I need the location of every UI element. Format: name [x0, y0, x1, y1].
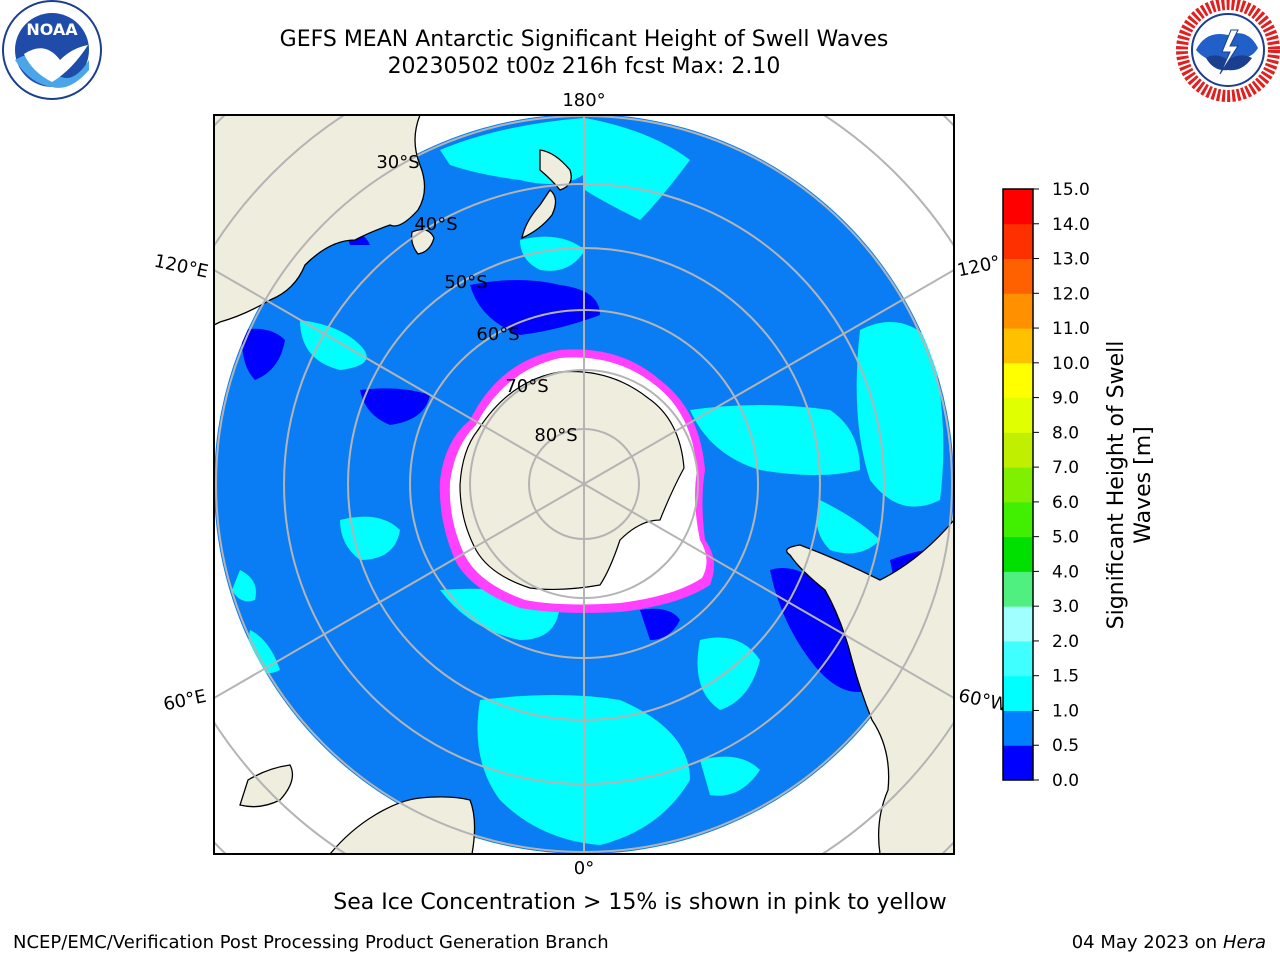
lat-label-60: 60°S — [476, 324, 519, 345]
colorbar-tick-label: 6.0 — [1052, 493, 1079, 513]
lat-label-70: 70°S — [505, 376, 548, 397]
nws-logo — [1176, 0, 1280, 102]
colorbar-segment — [1003, 606, 1033, 642]
colorbar-segment — [1003, 258, 1033, 294]
swell-patches-1-1.5m — [232, 118, 944, 845]
colorbar-tick-label: 2.0 — [1052, 632, 1079, 652]
map-frame — [213, 114, 955, 855]
colorbar-tick-label: 15.0 — [1052, 180, 1090, 200]
lon-label-lower-right: 60°W — [957, 685, 1010, 716]
colorbar-segment — [1003, 745, 1033, 781]
colorbar-tick-label: 8.0 — [1052, 423, 1079, 443]
colorbar-tick-label: 7.0 — [1052, 458, 1079, 478]
colorbar-segment — [1003, 328, 1033, 364]
colorbar-tick-label: 11.0 — [1052, 319, 1090, 339]
land-nz-south — [521, 189, 557, 240]
colorbar-frame — [1002, 188, 1034, 781]
colorbar-tick-label: 12.0 — [1052, 284, 1090, 304]
colorbar-tick-label: 4.0 — [1052, 562, 1079, 582]
colorbar-tick-label: 0.0 — [1052, 771, 1079, 791]
colorbar-tick-label: 1.5 — [1052, 667, 1079, 687]
colorbar-segment — [1003, 467, 1033, 503]
land-south-america — [786, 518, 954, 854]
lat-label-50: 50°S — [444, 272, 487, 293]
colorbar-segment — [1003, 223, 1033, 260]
lon-label-bottom: 0° — [574, 858, 594, 879]
colorbar-tick-label: 3.0 — [1052, 597, 1079, 617]
noaa-logo-text: NOAA — [26, 20, 78, 39]
sea-ice-note: Sea Ice Concentration > 15% is shown in … — [333, 890, 947, 915]
graticule — [214, 115, 954, 854]
colorbar-tick-label: 0.5 — [1052, 736, 1079, 756]
colorbar-segment — [1003, 640, 1033, 677]
land-australia — [214, 115, 426, 326]
land-africa — [329, 796, 476, 854]
date-text: 04 May 2023 on Hera — [1072, 932, 1266, 953]
lon-label-lower-left: 60°E — [162, 686, 209, 716]
colorbar-segment — [1003, 362, 1033, 399]
chart-subtitle: 20230502 t00z 216h fcst Max: 2.10 — [387, 54, 781, 79]
credit-text: NCEP/EMC/Verification Post Processing Pr… — [13, 932, 609, 953]
lat-label-30: 30°S — [376, 152, 419, 173]
date-host: Hera — [1222, 932, 1266, 953]
lon-label-upper-left: 120°E — [152, 251, 210, 283]
colorbar-tick-label: 14.0 — [1052, 215, 1090, 235]
colorbar-segment — [1003, 675, 1033, 711]
noaa-logo: NOAA — [2, 0, 102, 100]
colorbar-segment — [1003, 432, 1033, 468]
colorbar-tick-label: 10.0 — [1052, 354, 1090, 374]
colorbar-tick-label: 1.0 — [1052, 701, 1079, 721]
land-masses — [214, 115, 954, 854]
colorbar-tick-label: 13.0 — [1052, 250, 1090, 270]
colorbar: 0.0 0.5 1.0 1.5 2.0 3.0 4.0 5.0 6.0 7.0 8.0 9.0 10.0… — [1002, 180, 1090, 791]
colorbar-segment — [1003, 189, 1033, 225]
land-antarctica — [459, 370, 685, 591]
antarctica-group — [439, 349, 714, 613]
colorbar-tick-label: 9.0 — [1052, 389, 1079, 409]
colorbar-label-line2: Waves [m] — [1131, 426, 1156, 543]
colorbar-segment — [1003, 710, 1033, 746]
colorbar-tick-label: 5.0 — [1052, 528, 1079, 548]
lat-label-80: 80°S — [534, 425, 577, 446]
colorbar-segment — [1003, 571, 1033, 607]
date-prefix: 04 May 2023 on — [1071, 932, 1218, 953]
land-madagascar — [239, 764, 294, 808]
lat-label-40: 40°S — [414, 214, 457, 235]
lon-label-top: 180° — [562, 90, 605, 111]
chart-title: GEFS MEAN Antarctic Significant Height o… — [279, 27, 889, 52]
colorbar-segment — [1003, 501, 1033, 538]
lon-label-upper-right: 120° — [955, 252, 1002, 282]
colorbar-label-line1: Significant Height of Swell — [1104, 341, 1129, 630]
colorbar-segment — [1003, 397, 1033, 433]
colorbar-segment — [1003, 293, 1033, 329]
colorbar-segment — [1003, 536, 1033, 572]
